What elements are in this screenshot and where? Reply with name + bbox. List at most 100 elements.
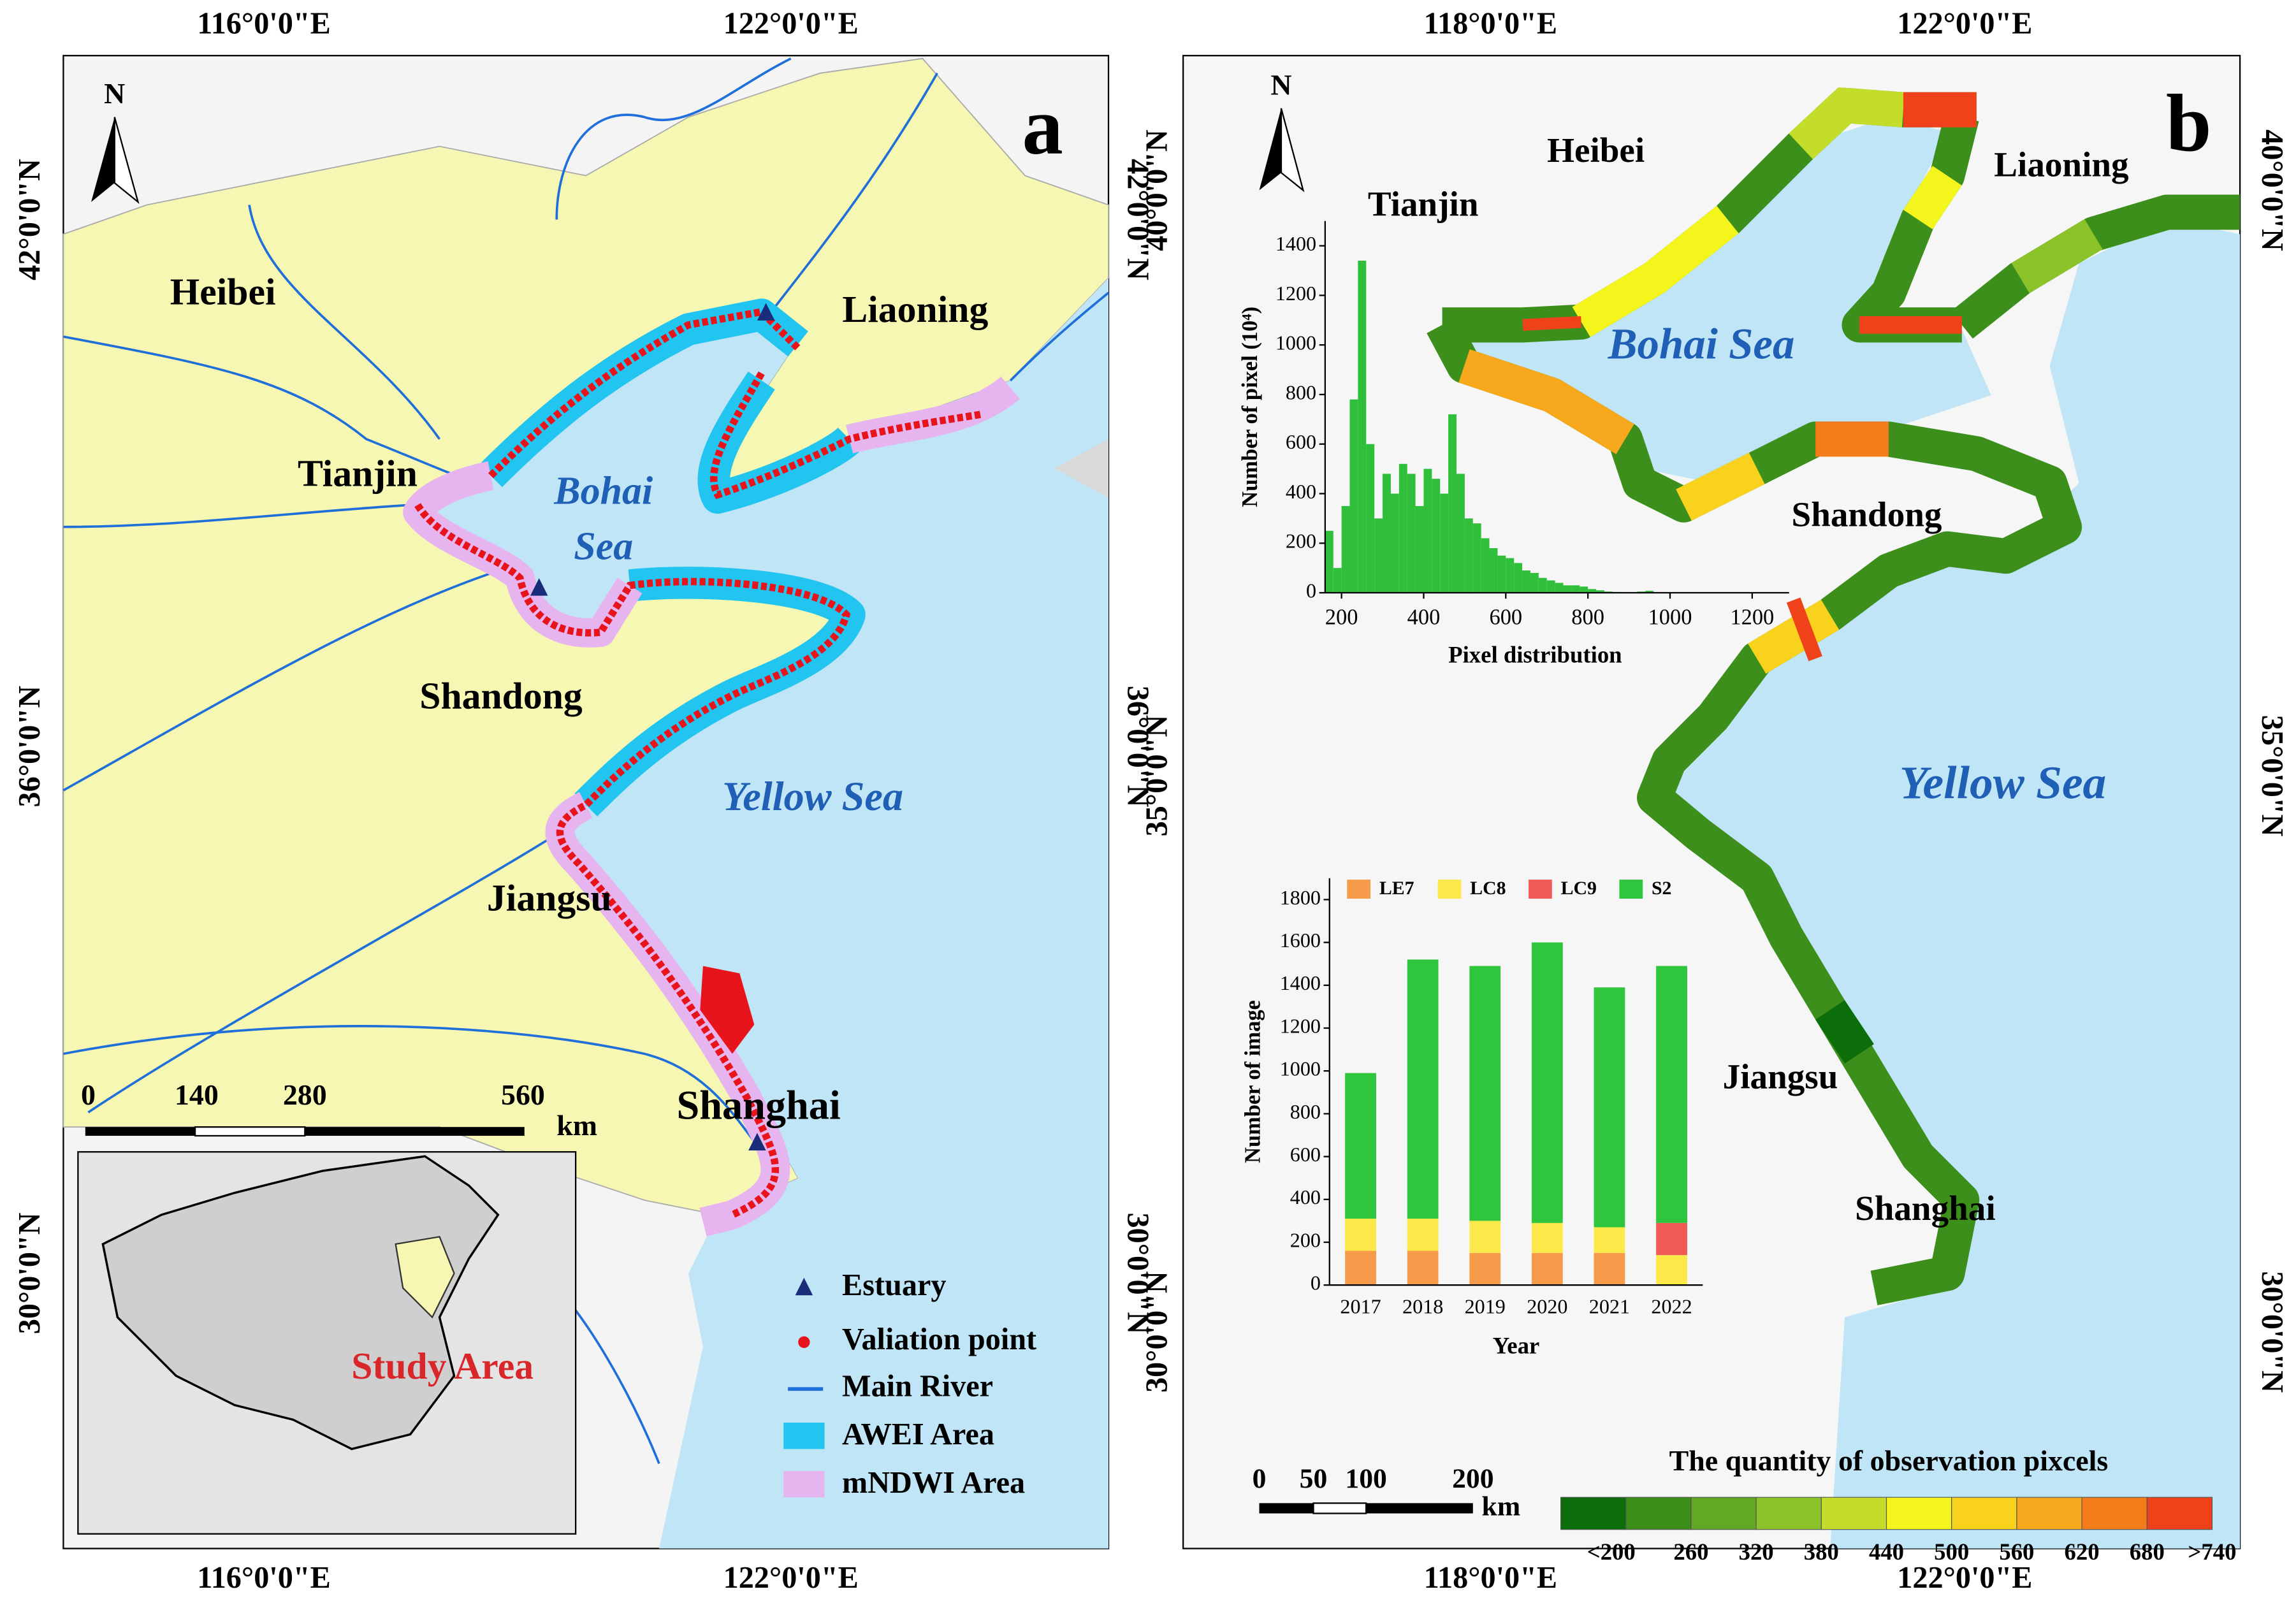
bar-segment [1407, 1251, 1439, 1286]
place-label: Liaoning [1994, 145, 2129, 184]
bar-segment [1345, 1219, 1376, 1251]
hist-bar [1489, 548, 1498, 593]
coords-b: 118°0'0"E 122°0'0"E 118°0'0"E 122°0'0"E … [1140, 6, 2289, 1595]
place-label: Jiangsu [1723, 1057, 1838, 1096]
bar-segment [1531, 1222, 1563, 1253]
place-label: Tianjin [298, 452, 418, 494]
lon-label: 116°0'0"E [197, 6, 331, 40]
validation-points [414, 307, 982, 1219]
bohai-sea [1464, 117, 1991, 483]
scale-label: 50 [1300, 1463, 1328, 1494]
y-tick-label: 200 [1286, 530, 1316, 553]
hist-bar [1546, 580, 1555, 593]
legend-label: LE7 [1379, 878, 1414, 899]
y-tick-label: 1600 [1280, 929, 1321, 952]
x-tick-label: 2018 [1402, 1295, 1443, 1317]
x-tick-label: 1000 [1648, 605, 1692, 629]
place-label: Jiangsu [487, 876, 612, 918]
legend-label: Estuary [842, 1268, 946, 1302]
x-tick-label: 400 [1407, 605, 1441, 629]
colorbar: <200 260 320 380 440 500 560 620 680 >740 [1560, 1497, 2236, 1565]
x-tick-label: 1200 [1730, 605, 1774, 629]
hist-bar [1415, 505, 1424, 593]
panel-b: N b Heibei Liaoning Tianjin Bohai Sea Sh… [1140, 6, 2289, 1595]
hist-bar [1349, 399, 1358, 593]
colorbar-label: 500 [1934, 1539, 1969, 1565]
x-tick-label: 2022 [1651, 1295, 1692, 1317]
y-axis-title: Number of pixel (10⁴) [1238, 307, 1262, 507]
panel-label: b [2166, 77, 2212, 168]
legend-swatch [1529, 880, 1552, 899]
hist-bar [1645, 590, 1654, 593]
bar-segment [1407, 959, 1439, 1219]
bar-segment [1531, 1252, 1563, 1286]
colorbar-label: <200 [1587, 1539, 1636, 1565]
sea-label: Yellow Sea [1900, 757, 2106, 808]
hist-bar [1423, 468, 1432, 593]
scale-label: 100 [1345, 1463, 1386, 1494]
y-tick-label: 400 [1290, 1186, 1321, 1208]
lon-label: 116°0'0"E [197, 1561, 331, 1595]
hist-bar [1374, 518, 1383, 593]
colorbar-label: 440 [1869, 1539, 1904, 1565]
place-label: Tianjin [1368, 185, 1479, 224]
place-label: Heibei [170, 271, 276, 313]
estuaries [530, 303, 775, 1150]
y-tick-label: 1000 [1280, 1057, 1321, 1080]
hist-bar [1358, 260, 1367, 593]
lon-label: 118°0'0"E [1424, 1561, 1558, 1595]
hist-bar [1530, 572, 1539, 593]
lon-label: 122°0'0"E [723, 1561, 859, 1595]
lat-label: 35°0'0"N [1140, 715, 1173, 837]
hist-bar [1399, 463, 1407, 593]
scale-label: 200 [1452, 1463, 1493, 1494]
bar-segment [1656, 1222, 1687, 1256]
hist-bar [1366, 444, 1375, 593]
lon-label: 122°0'0"E [1897, 1561, 2032, 1595]
lat-label: 36°0'0"N [13, 686, 47, 808]
y-tick-label: 800 [1286, 381, 1316, 403]
hist-bar [1448, 414, 1457, 593]
bar-segment [1594, 1252, 1625, 1286]
legend-swatch [1619, 880, 1643, 899]
y-tick-label: 0 [1311, 1272, 1321, 1295]
lat-label: 40°0'0"N [1140, 129, 1173, 251]
hist-bar [1514, 563, 1523, 593]
coast-band-highlights [1458, 87, 2103, 1064]
place-label: Shandong [419, 674, 583, 716]
scale-label: 0 [1253, 1463, 1267, 1494]
hist-bar [1432, 479, 1441, 593]
hist-bar [1497, 555, 1506, 593]
y-tick-label: 1400 [1280, 971, 1321, 994]
scale-unit: km [1482, 1491, 1521, 1522]
colorbar-label: 680 [2130, 1539, 2165, 1565]
colorbar-label: 320 [1739, 1539, 1774, 1565]
hist-bar [1596, 590, 1604, 593]
bar-segment [1345, 1073, 1376, 1219]
sea-label: Bohai Sea [1608, 319, 1795, 368]
scale-bar-a: 0 140 280 560 km [81, 1078, 597, 1142]
scale-label: 0 [81, 1078, 96, 1111]
hist-bar [1333, 568, 1342, 593]
y-tick-label: 600 [1286, 430, 1316, 453]
yellow-sea [1654, 219, 2241, 1549]
sea-label: Bohai [553, 469, 653, 512]
bar-segment [1345, 1251, 1376, 1286]
legend-label: AWEI Area [842, 1418, 994, 1451]
hist-bar [1457, 474, 1465, 593]
y-tick-label: 1200 [1275, 282, 1316, 305]
hist-bar [1522, 570, 1530, 593]
colorbar-swatch [1885, 1497, 1952, 1530]
bar-segment [1656, 966, 1687, 1223]
inset-charts: 0 200 400 600 800 1000 1200 1400 200 400 600 800 100… [1238, 221, 1789, 1358]
scale-label: 560 [501, 1078, 545, 1111]
colorbar-label: >740 [2188, 1539, 2236, 1565]
colorbar-swatch [2081, 1497, 2147, 1530]
y-tick-label: 600 [1290, 1143, 1321, 1166]
hist-bar [1390, 493, 1399, 593]
place-label: Shandong [1792, 495, 1942, 534]
colorbar-swatch [1560, 1497, 1627, 1530]
scale-label: 280 [283, 1078, 327, 1111]
lat-label: 42°0'0"N [1121, 159, 1154, 280]
lon-label: 122°0'0"E [723, 6, 859, 40]
